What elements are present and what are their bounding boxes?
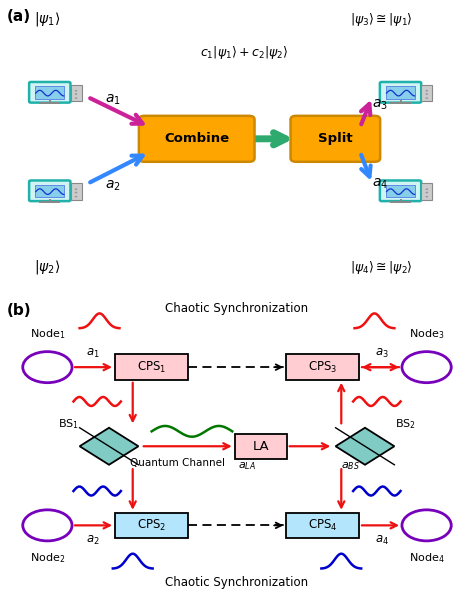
Text: Quantum Channel: Quantum Channel [130, 458, 225, 468]
Text: $a_4$: $a_4$ [372, 176, 388, 191]
FancyBboxPatch shape [29, 180, 71, 201]
Bar [71, 183, 82, 200]
FancyBboxPatch shape [139, 116, 255, 162]
Text: $|\psi_4\rangle \cong |\psi_2\rangle$: $|\psi_4\rangle \cong |\psi_2\rangle$ [350, 259, 413, 276]
Text: Split: Split [318, 133, 353, 145]
Bar [386, 185, 415, 197]
Circle shape [426, 97, 428, 99]
Circle shape [426, 189, 428, 190]
Text: BS$_2$: BS$_2$ [395, 417, 416, 431]
Bar [35, 87, 64, 99]
Circle shape [75, 189, 77, 190]
Bar [386, 87, 415, 99]
Text: $c_1|\psi_1\rangle + c_2|\psi_2\rangle$: $c_1|\psi_1\rangle + c_2|\psi_2\rangle$ [200, 44, 288, 61]
Circle shape [75, 90, 77, 91]
FancyBboxPatch shape [115, 513, 189, 538]
Bar [421, 183, 432, 200]
FancyBboxPatch shape [291, 116, 380, 162]
Circle shape [75, 196, 77, 198]
Text: Chaotic Synchronization: Chaotic Synchronization [165, 303, 309, 315]
Text: $a_1$: $a_1$ [86, 347, 99, 360]
Text: $a_1$: $a_1$ [105, 93, 121, 107]
Text: $a_2$: $a_2$ [105, 179, 121, 193]
Circle shape [426, 192, 428, 193]
FancyBboxPatch shape [29, 82, 71, 103]
Text: $|\psi_3\rangle \cong |\psi_1\rangle$: $|\psi_3\rangle \cong |\psi_1\rangle$ [350, 11, 413, 28]
Text: (a): (a) [7, 9, 31, 24]
Circle shape [75, 93, 77, 95]
Circle shape [426, 196, 428, 198]
Text: CPS$_3$: CPS$_3$ [308, 359, 337, 375]
Text: Node$_3$: Node$_3$ [409, 327, 444, 341]
Bar [71, 85, 82, 101]
FancyBboxPatch shape [380, 180, 421, 201]
Text: $a_4$: $a_4$ [374, 534, 389, 547]
FancyBboxPatch shape [235, 433, 287, 459]
Text: Chaotic Synchronization: Chaotic Synchronization [165, 576, 309, 589]
Text: $a_3$: $a_3$ [372, 97, 388, 112]
Polygon shape [80, 427, 138, 464]
Text: $a_{LA}$: $a_{LA}$ [237, 460, 255, 472]
Bar [35, 185, 64, 197]
Text: CPS$_4$: CPS$_4$ [308, 518, 337, 533]
Text: BS$_1$: BS$_1$ [58, 417, 79, 431]
Bar [421, 85, 432, 101]
Circle shape [75, 97, 77, 99]
Text: Node$_4$: Node$_4$ [409, 551, 445, 565]
Text: $a_2$: $a_2$ [86, 534, 99, 547]
Text: Node$_2$: Node$_2$ [30, 551, 65, 565]
Polygon shape [336, 427, 394, 464]
FancyBboxPatch shape [285, 513, 359, 538]
Text: LA: LA [252, 440, 269, 453]
Circle shape [426, 93, 428, 95]
FancyBboxPatch shape [285, 355, 359, 380]
Text: Node$_1$: Node$_1$ [30, 327, 65, 341]
Text: (b): (b) [7, 303, 32, 318]
FancyBboxPatch shape [115, 355, 189, 380]
Circle shape [75, 192, 77, 193]
Text: CPS$_2$: CPS$_2$ [137, 518, 166, 533]
Text: $|\psi_1\rangle$: $|\psi_1\rangle$ [34, 10, 61, 29]
Text: $|\psi_2\rangle$: $|\psi_2\rangle$ [34, 258, 61, 276]
Text: Combine: Combine [164, 133, 229, 145]
FancyBboxPatch shape [380, 82, 421, 103]
Text: CPS$_1$: CPS$_1$ [137, 359, 166, 375]
Text: $a_3$: $a_3$ [375, 347, 388, 360]
Circle shape [426, 90, 428, 91]
Text: $a_{BS}$: $a_{BS}$ [341, 460, 360, 472]
